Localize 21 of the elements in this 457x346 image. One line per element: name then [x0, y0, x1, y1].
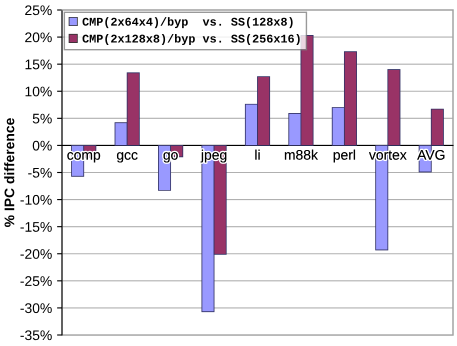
y-tick-label: 15%: [26, 60, 52, 70]
y-tick-label: -25%: [20, 276, 52, 286]
y-tick-label: -10%: [20, 194, 52, 205]
x-tick-label: jpeg: [200, 150, 226, 163]
y-tick-label: 5%: [32, 114, 52, 124]
x-tick-label: li: [255, 150, 260, 160]
y-tick-label: 10%: [26, 86, 52, 96]
y-tick-label: -30%: [20, 303, 52, 314]
legend-label: CMP(2x64x4)/byp vs. SS(128x8): [82, 17, 293, 28]
x-tick-label: gcc: [116, 152, 138, 163]
x-tick-label: perl: [334, 150, 356, 163]
y-axis-title: % IPC difference: [4, 118, 14, 227]
y-tick-label: -5%: [28, 168, 52, 178]
x-tick-label: m88k: [284, 150, 318, 160]
legend-label: CMP(2x128x8)/byp vs. SS(256x16): [82, 34, 300, 45]
y-tick-label: 20%: [25, 32, 52, 42]
y-tick-label: 0%: [32, 140, 52, 151]
y-tick-label: -35%: [20, 330, 52, 340]
y-tick-label: -15%: [20, 222, 52, 232]
y-tick-label: -20%: [20, 249, 52, 259]
y-tick-label: 25%: [25, 5, 52, 16]
